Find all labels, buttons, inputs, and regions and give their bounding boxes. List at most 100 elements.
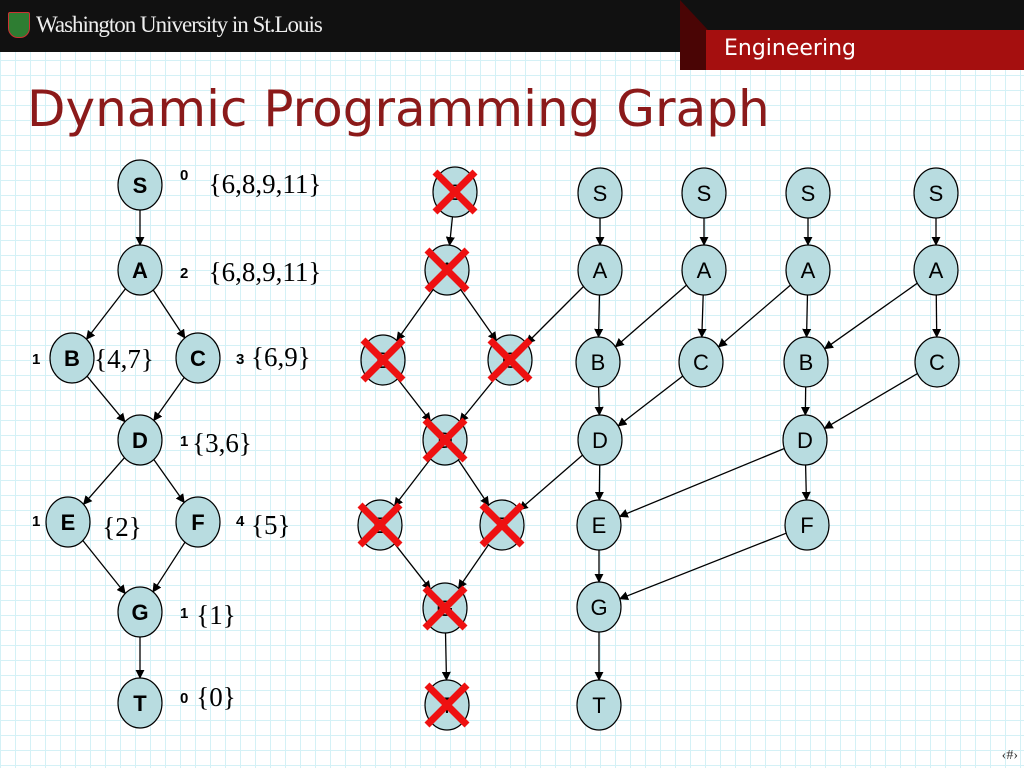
- node-S: S: [117, 159, 163, 211]
- node-label: C: [190, 346, 206, 371]
- node-c2D: D: [577, 414, 623, 466]
- node-set: {6,8,9,11}: [209, 257, 322, 287]
- node-set: {3,6}: [192, 428, 252, 458]
- node-weight: 0: [180, 690, 188, 707]
- edge-c2B-c2D: [594, 386, 604, 416]
- edge-mC-mD: [459, 377, 496, 423]
- node-G: G: [117, 586, 163, 638]
- node-ellipse: [785, 167, 831, 219]
- edge-mG-mT: [441, 632, 451, 681]
- edge-c4D-c2E: [618, 447, 785, 518]
- edge-A-B: [85, 288, 126, 340]
- node-label: A: [593, 258, 608, 283]
- node-label: B: [799, 350, 814, 375]
- node-ellipse: [782, 414, 828, 466]
- node-c4D: D: [782, 414, 828, 466]
- edge-C-D: [153, 377, 185, 422]
- node-label: C: [693, 350, 709, 375]
- node-ellipse: [117, 414, 163, 466]
- engineering-banner: Engineering: [706, 30, 1024, 70]
- slide-title: Dynamic Programming Graph: [27, 80, 770, 138]
- edge-A-C: [152, 289, 186, 339]
- node-weight: 2: [180, 265, 188, 282]
- edge-F-G: [152, 541, 186, 593]
- node-weight: 1: [32, 351, 40, 368]
- node-label: S: [929, 181, 944, 206]
- node-ellipse: [783, 336, 829, 388]
- node-ellipse: [175, 496, 221, 548]
- edge-mE-mG: [394, 543, 431, 591]
- header-bar: Washington University in St.Louis: [0, 0, 1024, 52]
- node-set: {6,9}: [251, 342, 311, 372]
- node-label: T: [133, 691, 147, 716]
- node-weight: 0: [180, 167, 188, 184]
- node-ellipse: [45, 496, 91, 548]
- node-c4B: B: [783, 336, 829, 388]
- node-ellipse: [576, 679, 622, 731]
- node-label: S: [697, 181, 712, 206]
- node-label: S: [593, 181, 608, 206]
- node-C: C: [175, 332, 221, 384]
- node-E: E: [45, 496, 91, 548]
- node-F: F: [175, 496, 221, 548]
- node-label: A: [132, 258, 148, 283]
- node-D: D: [117, 414, 163, 466]
- node-c3S: S: [681, 167, 727, 219]
- edge-mD-mE: [393, 458, 432, 507]
- node-set: {1}: [196, 600, 235, 630]
- node-ellipse: [117, 677, 163, 729]
- university-name: Washington University in St.Louis: [36, 12, 323, 37]
- node-label: A: [929, 258, 944, 283]
- edge-c4F-c2G: [618, 532, 787, 601]
- node-weight: 4: [236, 513, 245, 530]
- node-label: D: [592, 428, 608, 453]
- edge-c2D-mF: [518, 454, 583, 511]
- node-ellipse: [117, 586, 163, 638]
- edge-D-F: [153, 459, 185, 504]
- node-ellipse: [576, 499, 622, 551]
- node-set: {2}: [102, 512, 141, 542]
- node-ellipse: [784, 499, 830, 551]
- node-ellipse: [785, 244, 831, 296]
- node-label: B: [64, 346, 80, 371]
- node-c4S: S: [785, 167, 831, 219]
- node-label: A: [801, 258, 816, 283]
- edge-D-E: [82, 457, 125, 505]
- node-c5S: S: [913, 167, 959, 219]
- node-c2A: A: [577, 244, 623, 296]
- node-c2B: B: [575, 336, 621, 388]
- node-c2E: E: [576, 499, 622, 551]
- edge-mA-mC: [460, 289, 497, 342]
- node-A: A: [117, 244, 163, 296]
- node-label: F: [191, 510, 204, 535]
- school-name: Engineering: [724, 36, 856, 61]
- node-ellipse: [577, 414, 623, 466]
- node-ellipse: [117, 159, 163, 211]
- node-ellipse: [913, 167, 959, 219]
- node-ellipse: [914, 336, 960, 388]
- edge-mA-mB: [396, 289, 434, 342]
- cross-out-icon: [422, 417, 468, 463]
- node-B: B: [49, 332, 95, 384]
- node-weight: 3: [236, 351, 244, 368]
- node-label: D: [132, 428, 148, 453]
- node-set: {0}: [196, 682, 235, 712]
- slide-number: ‹#›: [1001, 748, 1018, 763]
- edge-c3C-c2D: [617, 375, 684, 427]
- edge-c5A-c4B: [823, 282, 918, 350]
- node-ellipse: [575, 336, 621, 388]
- cross-out-icon: [357, 502, 403, 548]
- node-label: G: [590, 595, 607, 620]
- node-label: C: [929, 350, 945, 375]
- cross-out-icon: [360, 337, 406, 383]
- node-c4A: A: [785, 244, 831, 296]
- edge-c2A-c2B: [594, 294, 604, 338]
- cross-out-icon: [422, 585, 468, 631]
- edge-c3A-c3C: [697, 294, 707, 338]
- node-c2T: T: [576, 679, 622, 731]
- cross-out-icon: [432, 169, 478, 215]
- shield-icon: [8, 12, 30, 38]
- node-ellipse: [175, 332, 221, 384]
- edge-mB-mD: [397, 378, 432, 422]
